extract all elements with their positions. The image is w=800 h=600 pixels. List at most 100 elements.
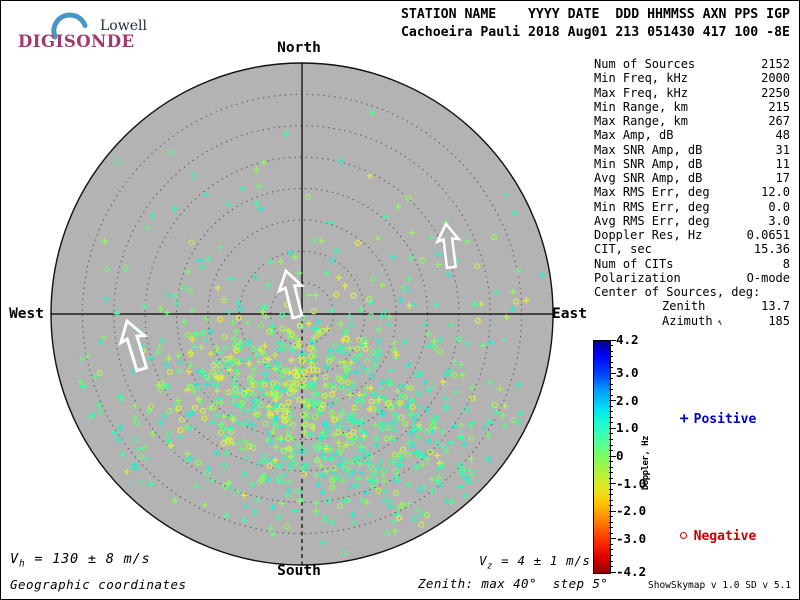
colorbar-tick (609, 477, 613, 479)
station-header: STATION NAME YYYY DATE DDD HHMMSS AXN PP… (401, 6, 790, 41)
colorbar-tick (609, 571, 616, 573)
colorbar-tick (609, 483, 616, 485)
stat-value: 31 (775, 142, 790, 157)
stat-label: CIT, sec (594, 242, 652, 257)
stat-value: 0.0 (768, 199, 790, 214)
compass-label-west: West (9, 306, 44, 322)
stat-label: Avg SNR Amp, dB (594, 171, 703, 185)
stat-value: 13.7 (761, 299, 790, 314)
colorbar-tick (609, 400, 616, 402)
stat-row: Avg RMS Err, deg 3.0 (594, 214, 790, 228)
stat-row: Max Range, km 267 (594, 114, 790, 128)
stat-row: Num of Sources 2152 (594, 57, 790, 71)
stat-value: 0.0651 (746, 228, 790, 242)
logo-crescent-icon (51, 12, 88, 40)
colorbar-tick (609, 383, 613, 385)
colorbar-tick (609, 427, 616, 429)
colorbar-tick (609, 356, 613, 358)
colorbar-tick (609, 521, 613, 523)
stat-value: O-mode (746, 270, 790, 285)
stat-value: 15.36 (753, 242, 790, 257)
compass-label-south: South (277, 563, 321, 579)
logo-lowell-text: Lowell (100, 18, 147, 34)
source-points-positive (123, 300, 510, 505)
colorbar-tick (609, 444, 613, 446)
colorbar-tick (609, 510, 616, 512)
stat-label: Min RMS Err, deg (594, 199, 710, 214)
stat-value: 215 (768, 99, 790, 114)
stat-label: Zenith (662, 299, 706, 314)
colorbar-tick (609, 466, 613, 468)
colorbar-tick (609, 499, 613, 501)
colorbar-tick (609, 549, 613, 551)
stat-row: Doppler Res, Hz 0.0651 (594, 228, 790, 242)
stat-value: 2152 (761, 57, 790, 71)
doppler-colorbar (593, 340, 611, 574)
stat-value: 2250 (761, 85, 790, 100)
stat-value: 8 (782, 256, 790, 271)
colorbar-tick-label: -4.2 (616, 564, 647, 579)
colorbar-tick (609, 450, 613, 451)
stat-row: Min Range, km 215 (594, 100, 790, 114)
lowell-digisonde-logo: Lowell DIGISONDE (8, 4, 198, 56)
source-points-positive (89, 158, 546, 518)
vertical-velocity-value: Vz = 4 ± 1 m/s (479, 553, 591, 572)
colorbar-tick (609, 372, 616, 374)
stat-value: 17 (775, 171, 790, 185)
stat-label: Max SNR Amp, dB (594, 142, 703, 157)
header-values-line: Cachoeira Pauli 2018 Aug01 213 051430 41… (400, 24, 790, 40)
colorbar-tick (609, 411, 613, 413)
colorbar-tick (609, 405, 613, 407)
colorbar-tick-label: 1.0 (616, 420, 639, 436)
stat-label: Min Freq, kHz (594, 71, 688, 86)
colorbar-tick-label: 3.0 (616, 365, 639, 381)
stat-row: Avg SNR Amp, dB 17 (594, 171, 790, 185)
colorbar-tick (609, 455, 616, 457)
stat-value: 185 (768, 313, 790, 328)
colorbar-tick (609, 543, 613, 545)
stat-row: Num of CITs 8 (594, 257, 790, 271)
colorbar-tick (609, 472, 613, 474)
colorbar-tick (609, 378, 613, 380)
stat-value: 2000 (761, 71, 790, 86)
coordinate-system-label: Geographic coordinates (10, 577, 187, 592)
stat-row: Center of Sources, deg: (594, 285, 790, 299)
stat-label: Doppler Res, Hz (594, 228, 703, 242)
legend-negative-label: Negative (693, 529, 757, 544)
colorbar-tick-label: -1.0 (616, 475, 647, 491)
colorbar-tick (609, 433, 613, 435)
colorbar-tick (609, 361, 613, 363)
colorbar-tick (609, 394, 613, 396)
colorbar-tick (609, 416, 613, 418)
stat-label: Max Amp, dB (594, 128, 674, 143)
stat-label: Max RMS Err, deg (594, 185, 710, 200)
colorbar-tick (609, 367, 613, 369)
colorbar-tick (609, 339, 616, 341)
stat-label: Num of Sources (594, 57, 696, 71)
colorbar-tick (609, 554, 613, 556)
drift-direction-arrow (276, 268, 305, 320)
colorbar-tick (609, 527, 613, 529)
colorbar-tick (609, 422, 613, 424)
stat-value: 267 (768, 114, 790, 128)
stat-row: Min RMS Err, deg 0.0 (594, 200, 790, 214)
stat-value: 3.0 (768, 213, 790, 228)
stat-label: Azimuth ↖ (594, 314, 724, 329)
stat-row: Max Amp, dB 48 (594, 128, 790, 142)
logo-digisonde-text: DIGISONDE (18, 32, 135, 51)
colorbar-tick (609, 516, 613, 518)
stat-row: Min Freq, kHz 2000 (594, 71, 790, 85)
legend-negative: Negative (664, 514, 756, 544)
stat-row: Polarization O-mode (594, 271, 790, 285)
stat-value: 11 (775, 156, 790, 171)
compass-label-north: North (277, 40, 321, 56)
colorbar-tick (609, 538, 616, 540)
colorbar-tick-label: 2.0 (616, 392, 639, 408)
colorbar-tick (609, 488, 613, 490)
stat-row: Max RMS Err, deg 12.0 (594, 185, 790, 199)
legend-positive-label: Positive (693, 412, 757, 427)
measurement-stats-panel: Num of Sources 2152 Min Freq, kHz 2000 Max F… (594, 57, 790, 328)
colorbar-tick (609, 345, 613, 346)
plus-marker-icon: + (679, 409, 689, 427)
